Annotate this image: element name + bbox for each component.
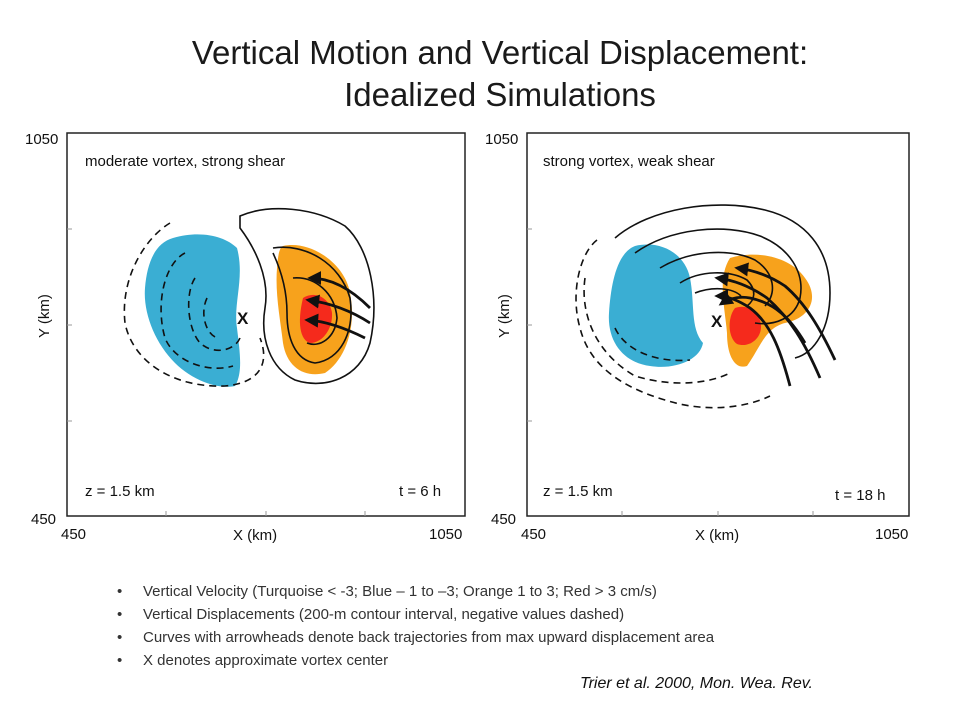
bullet-list: • Vertical Velocity (Turquoise < -3; Blue… <box>112 580 714 672</box>
vortex-center-marker: X <box>237 309 249 328</box>
x-min-tick: 450 <box>521 526 546 543</box>
y-axis-label: Y (km) <box>496 294 513 338</box>
title-line-2: Idealized Simulations <box>344 76 656 113</box>
x-min-tick: 450 <box>61 526 86 543</box>
x-axis-label: X (km) <box>233 527 277 544</box>
bullet-text: Vertical Velocity (Turquoise < -3; Blue … <box>143 583 657 600</box>
list-item: • X denotes approximate vortex center <box>112 649 714 672</box>
slide-title: Vertical Motion and Vertical Displacemen… <box>0 32 960 116</box>
bullet-text: Curves with arrowheads denote back traje… <box>143 629 715 646</box>
bullet-icon: • <box>117 606 123 623</box>
bullet-icon: • <box>117 629 123 646</box>
time-label: t = 18 h <box>835 487 885 504</box>
list-item: • Vertical Displacements (200-m contour i… <box>112 603 714 626</box>
turquoise-region <box>608 244 703 367</box>
plot-frame <box>66 132 466 517</box>
panel-label: moderate vortex, strong shear <box>85 153 285 170</box>
y-min-tick: 450 <box>491 511 516 528</box>
left-simulation-panel: moderate vortex, strong shear X 1050 450… <box>25 128 495 548</box>
red-region <box>729 306 762 346</box>
list-item: • Curves with arrowheads denote back traj… <box>112 626 714 649</box>
x-max-tick: 1050 <box>429 526 462 543</box>
bullet-icon: • <box>117 652 123 669</box>
y-min-tick: 450 <box>31 511 56 528</box>
panel-label: strong vortex, weak shear <box>543 153 715 170</box>
y-max-tick: 1050 <box>485 131 518 148</box>
level-label: z = 1.5 km <box>543 483 613 500</box>
bullet-text: X denotes approximate vortex center <box>143 652 389 669</box>
list-item: • Vertical Velocity (Turquoise < -3; Blue… <box>112 580 714 603</box>
citation: Trier et al. 2000, Mon. Wea. Rev. <box>580 675 813 692</box>
level-label: z = 1.5 km <box>85 483 155 500</box>
vortex-center-marker: X <box>711 312 723 331</box>
bullet-text: Vertical Displacements (200-m contour in… <box>143 606 625 623</box>
x-axis-label: X (km) <box>695 527 739 544</box>
title-line-1: Vertical Motion and Vertical Displacemen… <box>191 34 809 71</box>
bullet-icon: • <box>117 583 123 600</box>
right-simulation-panel: strong vortex, weak shear X 1050 450 Y (… <box>485 128 955 548</box>
y-axis-label: Y (km) <box>36 294 53 338</box>
x-max-tick: 1050 <box>875 526 908 543</box>
y-max-tick: 1050 <box>25 131 58 148</box>
time-label: t = 6 h <box>399 483 441 500</box>
turquoise-region <box>144 234 241 387</box>
